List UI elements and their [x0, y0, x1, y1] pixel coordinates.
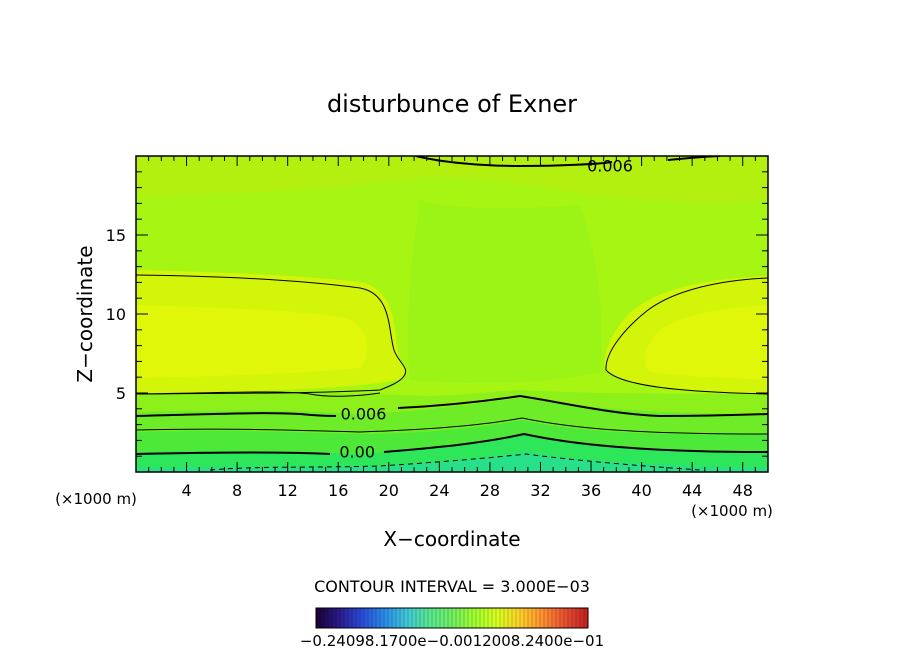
contour-line-top [415, 156, 613, 168]
x-tick-label: 8 [232, 481, 242, 500]
contour-line-zero [136, 432, 768, 455]
x-axis: 4 8 12 16 20 24 28 32 36 40 44 48 [148, 156, 756, 500]
contour-lines [136, 156, 768, 471]
colorbar-labels: −0.24098.1700e−0.0012008.2400e−01 [300, 632, 604, 650]
y-axis-label: Z−coordinate [73, 245, 97, 382]
contour-label: 0.006 [587, 156, 633, 175]
contour-label: 0.00 [339, 442, 375, 461]
x-tick-label: 28 [480, 481, 500, 500]
contour-line-mid-thin [136, 391, 381, 397]
y-tick-label: 15 [106, 226, 126, 245]
x-tick-label: 16 [328, 481, 348, 500]
z-unit-label: (×1000 m) [55, 490, 137, 508]
contour-label: 0.006 [341, 405, 387, 424]
colorbar [315, 607, 589, 629]
x-tick-label: 20 [379, 481, 399, 500]
x-tick-label: 48 [733, 481, 753, 500]
contour-labels: 0.006 0.006 0.00 [339, 156, 633, 461]
y-axis: 5 10 15 [106, 171, 768, 457]
y-tick-label: 5 [116, 384, 126, 403]
x-tick-label: 12 [278, 481, 298, 500]
contour-fill [136, 156, 768, 472]
x-tick-label: 44 [682, 481, 702, 500]
colorbar-stripes [319, 608, 585, 628]
chart-title: disturbunce of Exner [327, 90, 577, 118]
x-tick-label: 40 [631, 481, 651, 500]
contour-line-right-blob [605, 277, 768, 395]
field-left-core [136, 305, 368, 378]
field-right-core [644, 305, 768, 380]
x-unit-label: (×1000 m) [691, 502, 773, 520]
y-tick-label: 10 [106, 305, 126, 324]
x-tick-label: 32 [530, 481, 550, 500]
x-axis-label: X−coordinate [383, 527, 520, 551]
x-tick-label: 4 [181, 481, 191, 500]
contour-interval-text: CONTOUR INTERVAL = 3.000E−03 [314, 577, 590, 596]
contour-line-lower-thin [136, 417, 768, 435]
x-tick-label: 36 [581, 481, 601, 500]
colorbar-bar [315, 607, 589, 629]
contour-line-0006-low [136, 394, 768, 418]
field-center-column [408, 200, 602, 384]
x-tick-label: 24 [429, 481, 449, 500]
field-top-band [136, 156, 768, 202]
contour-line-negative-dashed [209, 453, 701, 471]
